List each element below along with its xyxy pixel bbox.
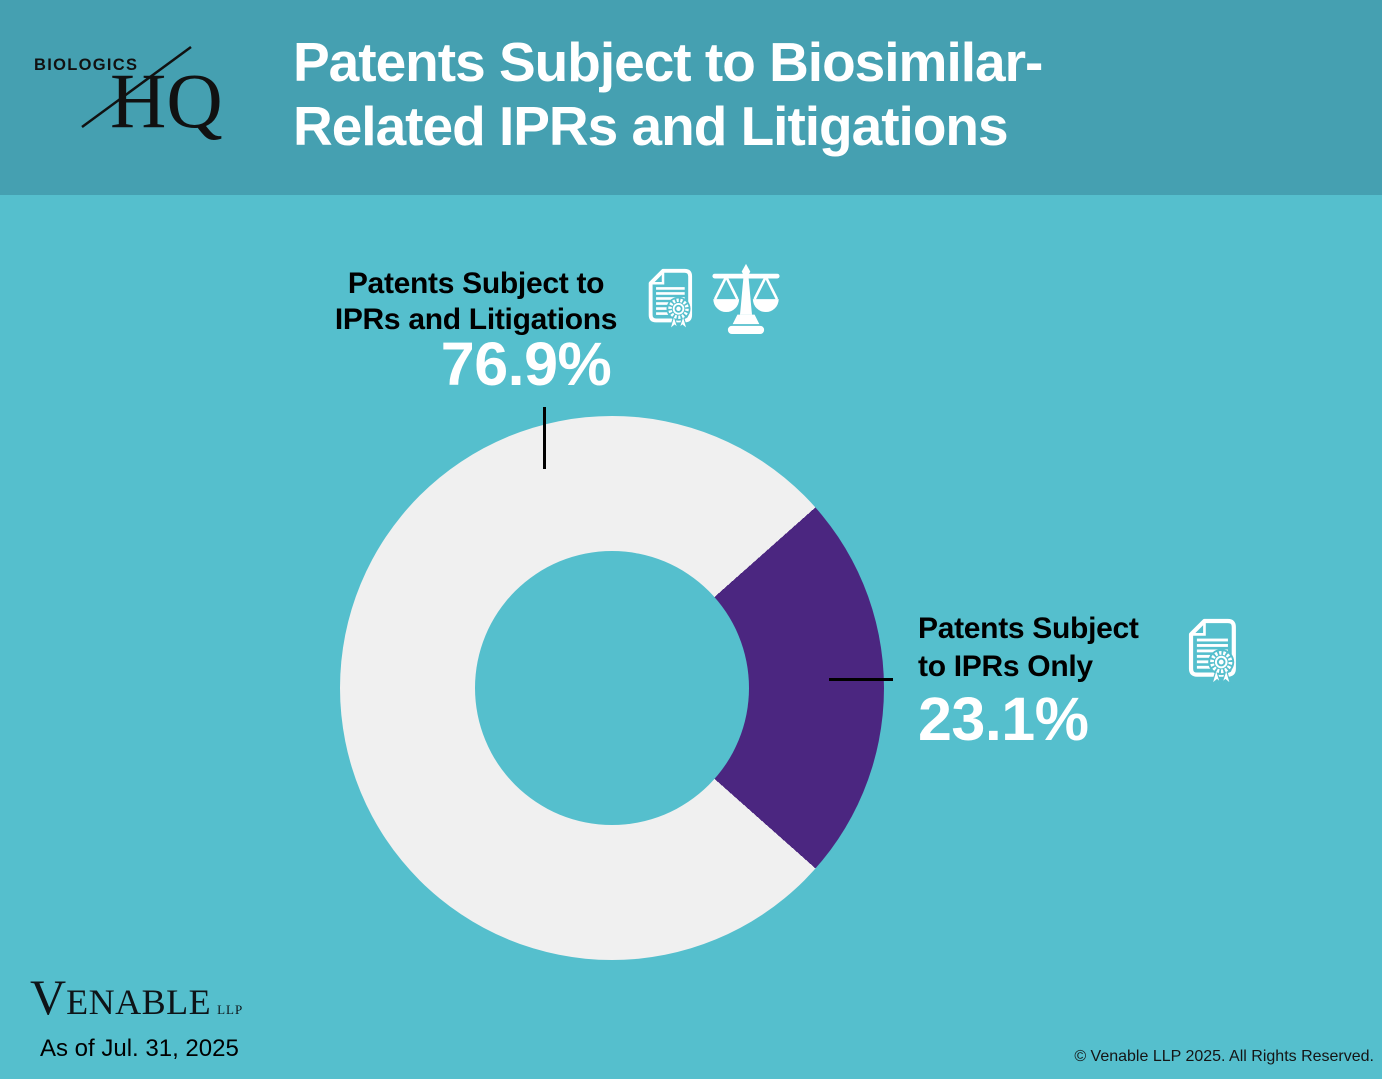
copyright-notice: © Venable LLP 2025. All Rights Reserved.: [1074, 1048, 1374, 1065]
donut-chart: [340, 416, 884, 960]
leader-line-major-slice: [543, 407, 546, 469]
callout-value-iprs-and-litigations: 76.9%: [440, 330, 612, 398]
certificate-icon: [1188, 618, 1236, 686]
venable-logo-initial: V: [30, 969, 67, 1025]
page-title-line1: Patents Subject to Biosimilar-: [293, 31, 1043, 93]
callout-label-iprs-only: Patents Subject to IPRs Only: [918, 610, 1218, 686]
scales-of-justice-icon: [712, 263, 780, 334]
logo-slash-line: [81, 45, 192, 129]
leader-line-minor-slice: [829, 678, 893, 681]
venable-logo-llp: LLP: [217, 1002, 244, 1017]
venable-logo: V ENABLE LLP: [30, 972, 243, 1022]
certificate-icon: [648, 268, 693, 331]
callout-right-line2: to IPRs Only: [918, 650, 1093, 683]
header-band: BIOLOGICS HQ Patents Subject to Biosimil…: [0, 0, 1382, 195]
callout-right-line1: Patents Subject: [918, 612, 1139, 645]
callout-value-iprs-only: 23.1%: [918, 685, 1089, 753]
page-title: Patents Subject to Biosimilar- Related I…: [293, 30, 1153, 158]
callout-left-line1: Patents Subject to: [347, 267, 605, 300]
logo-biologics-text: BIOLOGICS: [34, 56, 139, 74]
logo-hq-text: HQ: [110, 57, 223, 144]
callout-label-iprs-and-litigations: Patents Subject to IPRs and Litigations: [322, 266, 630, 338]
as-of-date: As of Jul. 31, 2025: [40, 1035, 239, 1062]
callout-left-line2: IPRs and Litigations: [334, 303, 618, 336]
donut-hole: [475, 551, 749, 825]
page-title-line2: Related IPRs and Litigations: [293, 95, 1009, 157]
venable-logo-rest: ENABLE: [66, 982, 212, 1022]
biologicshq-logo: BIOLOGICS HQ: [28, 36, 263, 186]
